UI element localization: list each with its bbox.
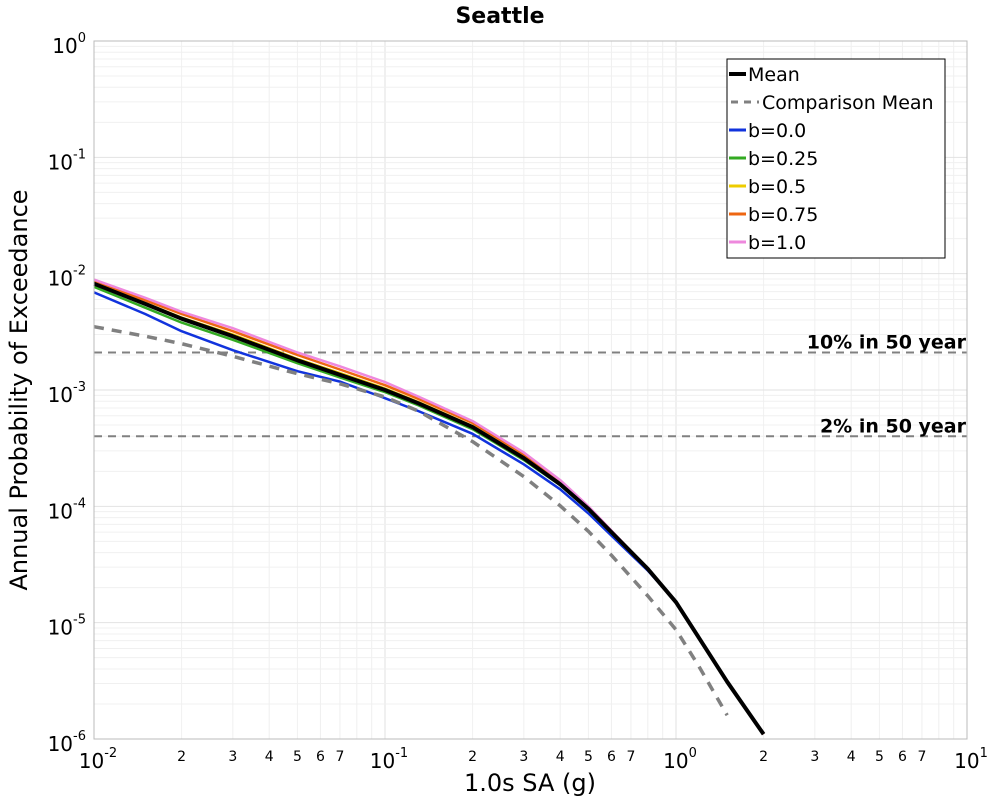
legend-label: b=0.0 — [748, 120, 806, 142]
y-tick-label-base: 10 — [52, 34, 77, 58]
y-tick-label-base: 10 — [48, 616, 73, 640]
y-tick-label-base: 10 — [48, 267, 73, 291]
reference-line-label: 10% in 50 year — [807, 332, 967, 354]
x-minor-tick-label: 2 — [177, 749, 186, 765]
x-tick-label: 101 — [954, 746, 988, 773]
x-minor-tick-label: 2 — [759, 749, 768, 765]
chart-title: Seattle — [455, 4, 544, 29]
y-tick-label-exponent: -4 — [73, 496, 86, 511]
y-tick-label: 10-1 — [48, 147, 86, 174]
x-tick-label: 100 — [663, 746, 697, 773]
x-minor-tick-label: 5 — [584, 749, 593, 765]
x-tick-label-exponent: -2 — [104, 746, 117, 761]
legend-label: b=0.75 — [748, 204, 818, 226]
x-minor-tick-label: 3 — [810, 749, 819, 765]
x-minor-tick-label: 7 — [335, 749, 344, 765]
y-tick-label-exponent: -3 — [73, 380, 86, 395]
x-minor-tick-label: 5 — [875, 749, 884, 765]
y-axis-label: Annual Probability of Exceedance — [5, 189, 33, 590]
y-tick-label-base: 10 — [48, 150, 73, 174]
x-minor-tick-label: 4 — [556, 749, 565, 765]
y-tick-label-exponent: -1 — [73, 147, 86, 162]
series-line — [93, 281, 766, 736]
reference-line-label: 2% in 50 year — [820, 415, 967, 437]
series-line — [93, 324, 729, 717]
x-tick-label-exponent: 0 — [689, 746, 697, 761]
legend-label: Comparison Mean — [762, 92, 934, 114]
x-minor-tick-label: 4 — [847, 749, 856, 765]
legend-label: b=0.5 — [748, 176, 806, 198]
y-tick-label-exponent: -2 — [73, 264, 86, 279]
y-tick-label: 10-6 — [48, 729, 86, 756]
y-tick-label-exponent: 0 — [78, 31, 86, 46]
series-lines — [93, 278, 766, 736]
y-tick-label-base: 10 — [48, 499, 73, 523]
y-tick-label: 10-5 — [48, 613, 86, 640]
x-tick-label-exponent: -1 — [395, 746, 408, 761]
y-tick-label-base: 10 — [48, 383, 73, 407]
x-minor-tick-label: 2 — [468, 749, 477, 765]
legend: Mean Comparison Mean b=0.0 b=0.25 b=0.5 b=0.7… — [726, 58, 946, 259]
x-minor-tick-label: 6 — [316, 749, 325, 765]
x-minor-tick-label: 4 — [265, 749, 274, 765]
x-minor-tick-label: 6 — [607, 749, 616, 765]
x-tick-label: 10-1 — [370, 746, 408, 773]
x-minor-tick-label: 6 — [898, 749, 907, 765]
x-tick-label-base: 10 — [79, 749, 104, 773]
y-tick-label-base: 10 — [48, 732, 73, 756]
x-minor-tick-label: 3 — [228, 749, 237, 765]
x-minor-tick-label: 7 — [917, 749, 926, 765]
annotations: 10% in 50 year 2% in 50 year — [807, 332, 967, 438]
tick-labels: 10-2 10-1 100 10110010-110-210-310-410-510-… — [48, 31, 988, 773]
x-minor-tick-label: 7 — [626, 749, 635, 765]
x-tick-label-base: 10 — [370, 749, 395, 773]
legend-label: b=0.25 — [748, 148, 818, 170]
y-tick-label-exponent: -5 — [73, 613, 86, 628]
y-tick-label: 10-3 — [48, 380, 86, 407]
y-tick-label: 10-4 — [48, 496, 86, 523]
legend-label: Mean — [748, 64, 800, 86]
x-tick-label-base: 10 — [954, 749, 979, 773]
x-tick-label-base: 10 — [663, 749, 688, 773]
plot-frame — [93, 40, 968, 740]
y-tick-label-exponent: -6 — [73, 729, 86, 744]
x-tick-label: 10-2 — [79, 746, 117, 773]
legend-box — [726, 58, 946, 259]
y-tick-label: 10-2 — [48, 264, 86, 291]
y-tick-label: 100 — [52, 31, 86, 58]
x-minor-tick-label: 5 — [293, 749, 302, 765]
x-minor-tick-label: 3 — [519, 749, 528, 765]
legend-label: b=1.0 — [748, 232, 806, 254]
x-tick-label-exponent: 1 — [980, 746, 988, 761]
x-axis-label: 1.0s SA (g) — [464, 769, 596, 797]
